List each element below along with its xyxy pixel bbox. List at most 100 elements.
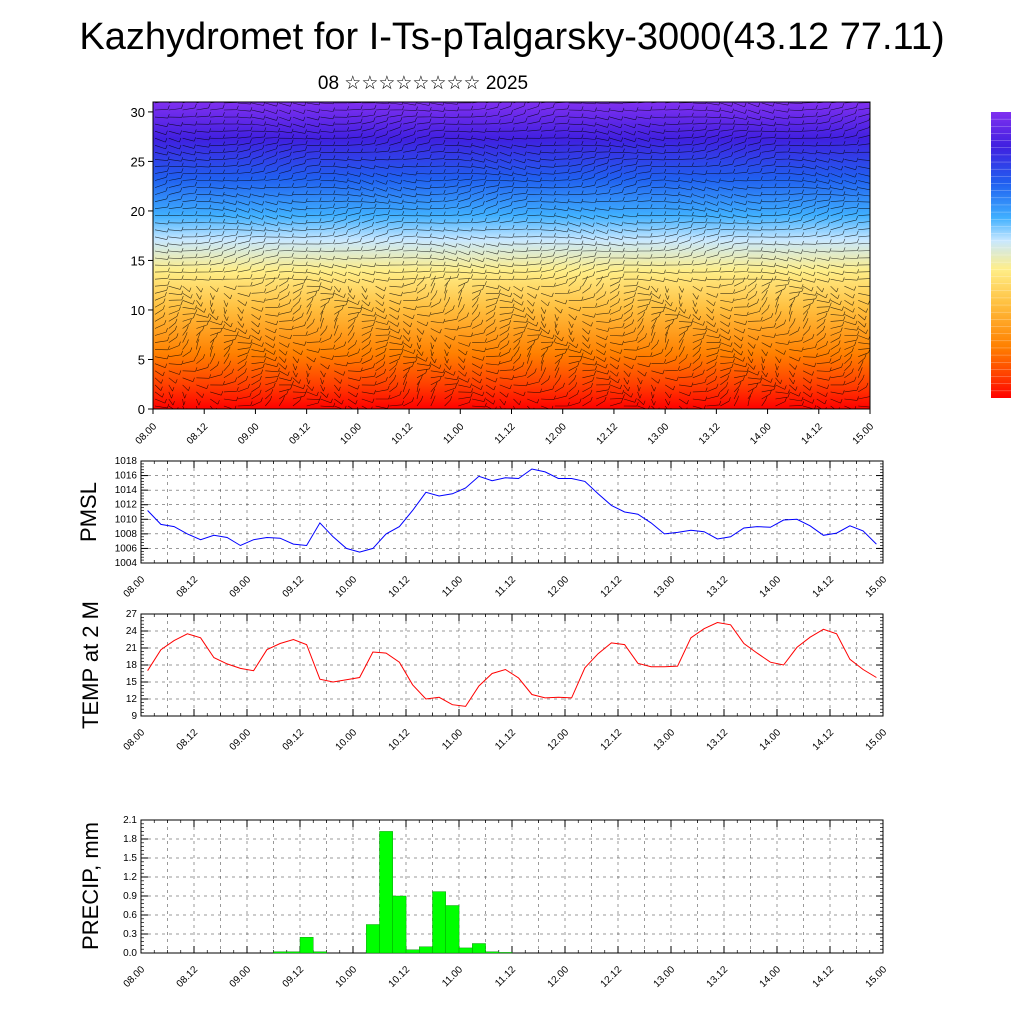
- y-tick-label: 1010: [115, 514, 138, 525]
- wind-barb-row: [154, 282, 870, 300]
- x-tick-label: 09.00: [228, 964, 254, 990]
- x-tick-label: 09.12: [287, 421, 313, 447]
- y-tick-label: 2.1: [123, 815, 137, 826]
- grid: [141, 461, 883, 563]
- wind-barb-row: [154, 296, 868, 314]
- x-tick-label: 15.00: [864, 964, 890, 990]
- wind-barb-row: [154, 179, 870, 192]
- y-tick-label: 1012: [115, 500, 138, 511]
- wind-barb-row: [154, 339, 870, 357]
- x-tick-label: 14.12: [799, 421, 825, 447]
- y-tick-label: 18: [126, 660, 138, 671]
- y-tick-label: 5: [138, 352, 145, 367]
- x-tick-label: 14.00: [758, 964, 784, 990]
- colorbar-fill: [991, 112, 1011, 398]
- x-tick-label: 08.12: [175, 574, 201, 600]
- x-tick-label: 09.12: [281, 964, 307, 990]
- wind-barb-row: [154, 144, 870, 157]
- wind-barb-row: [154, 130, 870, 143]
- wind-barb-row: [154, 388, 870, 406]
- wind-barb-row: [154, 172, 870, 185]
- y-tick-label: 1014: [115, 485, 138, 496]
- x-tick-label: 10.12: [387, 574, 413, 600]
- x-tick-label: 12.00: [546, 727, 572, 753]
- x-tick-label: 15.00: [864, 574, 890, 600]
- y-tick-label: 27: [126, 609, 138, 620]
- y-tick-label: 1.5: [123, 853, 137, 864]
- wind-barb-row: [154, 102, 870, 115]
- x-tick-label: 08.00: [122, 574, 148, 600]
- x-tick-label: 12.12: [599, 727, 625, 753]
- x-tick-label: 11.00: [440, 727, 465, 752]
- x-tick-label: 11.00: [441, 421, 466, 446]
- precip-bar: [392, 895, 407, 954]
- y-axis-label: PMSL: [76, 482, 101, 542]
- wind-barb-row: [154, 165, 870, 178]
- precip-bar: [472, 943, 486, 954]
- y-tick-label: 1.8: [123, 834, 137, 845]
- y-tick-label: 1016: [115, 471, 138, 482]
- x-tick-label: 10.00: [334, 574, 360, 600]
- page-title: Kazhydromet for I-Ts-pTalgarsky-3000(43.…: [79, 16, 945, 58]
- x-tick-label: 13.00: [652, 727, 678, 753]
- x-tick-label: 11.12: [493, 964, 518, 989]
- y-tick-label: 15: [131, 253, 145, 268]
- wind-barb-row: [154, 264, 870, 277]
- wind-barb-row: [154, 275, 870, 293]
- x-tick-label: 15.00: [864, 727, 890, 753]
- x-tick-label: 11.00: [440, 574, 465, 599]
- x-tick-label: 12.00: [546, 964, 572, 990]
- y-tick-label: 1006: [115, 543, 138, 554]
- x-tick-label: 11.12: [493, 727, 518, 752]
- wind-barb-row: [154, 116, 870, 129]
- x-tick-label: 10.12: [387, 727, 413, 753]
- x-tick-label: 12.12: [599, 574, 625, 600]
- y-axis-label: PRECIP, mm: [78, 822, 103, 950]
- pmsl-series-line: [147, 468, 877, 553]
- page-subtitle: 08 ☆☆☆☆☆☆☆☆ 2025: [317, 73, 529, 94]
- wind-barb-row: [154, 346, 870, 364]
- wind-barb-row: [154, 353, 867, 371]
- x-tick-label: 10.12: [390, 421, 416, 447]
- y-tick-label: 1.2: [123, 872, 137, 883]
- wind-barb-row: [154, 289, 870, 307]
- y-tick-label: 0: [138, 402, 145, 417]
- wind-barb-row: [154, 381, 869, 399]
- x-tick-label: 10.00: [339, 421, 365, 447]
- x-tick-label: 08.12: [175, 964, 201, 990]
- y-tick-label: 1018: [115, 456, 138, 467]
- x-tick-label: 12.00: [546, 574, 572, 600]
- y-tick-label: 0.9: [123, 891, 137, 902]
- precip-bar: [299, 937, 314, 954]
- wind-barb-row: [154, 109, 870, 122]
- precip-bar: [445, 905, 460, 954]
- y-tick-label: 24: [126, 626, 138, 637]
- wind-barb-row: [154, 367, 863, 385]
- x-tick-label: 15.00: [851, 421, 877, 447]
- x-tick-label: 14.00: [758, 727, 784, 753]
- y-tick-label: 1004: [115, 558, 138, 569]
- wind-barb-row: [155, 207, 870, 220]
- precip-bar: [432, 891, 447, 954]
- x-tick-label: 14.12: [811, 727, 837, 753]
- temp-series-line: [147, 621, 877, 707]
- x-tick-label: 13.00: [646, 421, 672, 447]
- precip-panel: 0.0 0.3 0.6 0.9 1.2 1.5 1.8 2.1 08.00 08.12 09.00 0…: [78, 815, 889, 990]
- wind-barb-row: [154, 151, 870, 164]
- x-tick-label: 13.12: [697, 421, 723, 447]
- wind-barb-row: [154, 317, 868, 336]
- x-tick-label: 13.00: [652, 964, 678, 990]
- y-tick-label: 21: [126, 643, 138, 654]
- wind-barb-row: [154, 374, 865, 392]
- x-tick-label: 09.12: [281, 574, 307, 600]
- wind-barb-row: [154, 221, 870, 234]
- precip-bar: [273, 951, 288, 954]
- precip-bar: [313, 951, 327, 954]
- y-tick-label: 20: [131, 204, 145, 219]
- x-tick-label: 12.12: [595, 421, 621, 447]
- y-tick-label: 10: [131, 303, 145, 318]
- y-tick-label: 0.6: [123, 910, 137, 921]
- precip-bar: [419, 946, 433, 954]
- x-tick-label: 08.00: [122, 964, 148, 990]
